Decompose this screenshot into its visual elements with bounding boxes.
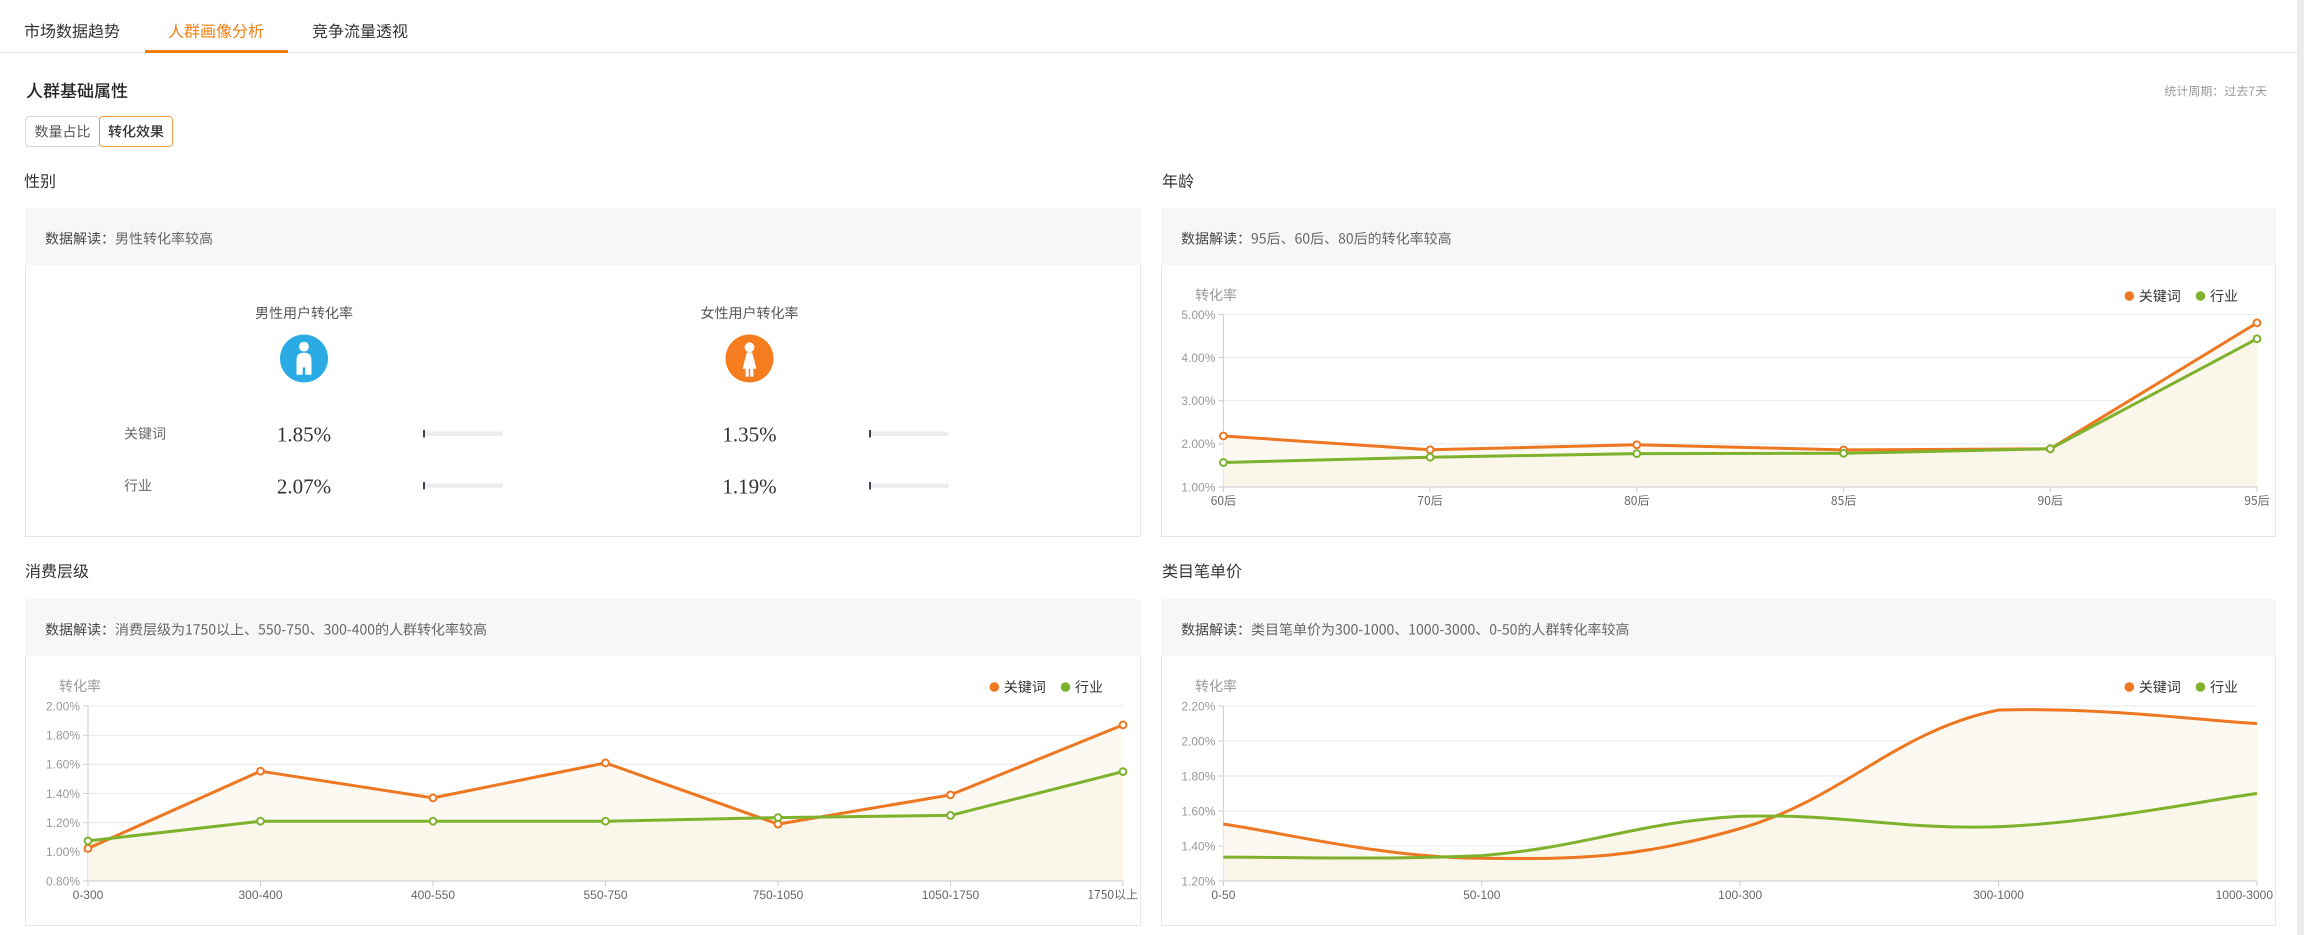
svg-text:1.00%: 1.00% <box>46 845 80 859</box>
svg-text:1.19%: 1.19% <box>722 475 776 499</box>
svg-text:3.00%: 3.00% <box>1181 394 1215 408</box>
svg-text:0-50: 0-50 <box>1211 888 1235 902</box>
svg-text:1.35%: 1.35% <box>722 423 776 447</box>
svg-text:0-300: 0-300 <box>73 888 104 902</box>
svg-text:1.20%: 1.20% <box>46 816 80 830</box>
svg-text:2.20%: 2.20% <box>1181 699 1215 713</box>
svg-text:1.60%: 1.60% <box>1181 804 1215 818</box>
svg-text:1050-1750: 1050-1750 <box>922 888 980 902</box>
svg-text:50-100: 50-100 <box>1463 888 1501 902</box>
svg-text:1.80%: 1.80% <box>1181 769 1215 783</box>
svg-text:1000-3000: 1000-3000 <box>2216 888 2274 902</box>
svg-text:0.80%: 0.80% <box>46 874 80 888</box>
svg-text:1.80%: 1.80% <box>46 729 80 743</box>
svg-text:4.00%: 4.00% <box>1181 351 1215 365</box>
svg-text:1.20%: 1.20% <box>1181 874 1215 888</box>
svg-text:750-1050: 750-1050 <box>753 888 804 902</box>
svg-text:1.60%: 1.60% <box>46 758 80 772</box>
svg-text:1.40%: 1.40% <box>1181 839 1215 853</box>
svg-text:1.00%: 1.00% <box>1181 480 1215 494</box>
svg-text:100-300: 100-300 <box>1718 888 1762 902</box>
svg-text:1.40%: 1.40% <box>46 787 80 801</box>
svg-text:550-750: 550-750 <box>583 888 627 902</box>
svg-text:2.07%: 2.07% <box>277 475 331 499</box>
svg-text:400-550: 400-550 <box>411 888 455 902</box>
svg-text:300-1000: 300-1000 <box>1973 888 2024 902</box>
svg-text:300-400: 300-400 <box>238 888 282 902</box>
svg-text:2.00%: 2.00% <box>46 699 80 713</box>
svg-text:5.00%: 5.00% <box>1181 308 1215 322</box>
svg-text:2.00%: 2.00% <box>1181 734 1215 748</box>
svg-text:2.00%: 2.00% <box>1181 437 1215 451</box>
svg-text:1.85%: 1.85% <box>277 423 331 447</box>
